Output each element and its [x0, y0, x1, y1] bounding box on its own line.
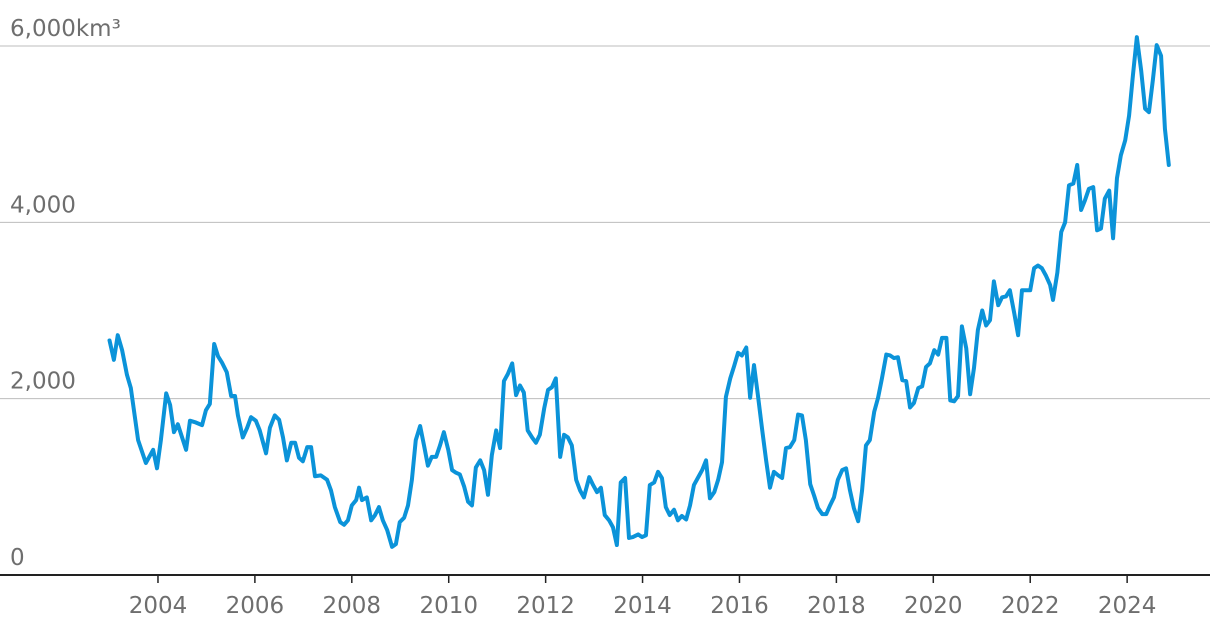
x-tick-label: 2008: [323, 593, 382, 619]
data-line: [107, 35, 1171, 549]
y-tick-label: 4,000: [10, 192, 76, 218]
x-tick-label: 2006: [226, 593, 285, 619]
y-tick-label: 6,000km³: [10, 16, 121, 42]
x-tick-label: 2014: [613, 593, 672, 619]
x-tick-label: 2018: [807, 593, 866, 619]
x-tick-label: 2024: [1098, 593, 1157, 619]
x-tick-label: 2004: [129, 593, 188, 619]
x-tick-label: 2020: [904, 593, 963, 619]
x-tick-label: 2022: [1001, 593, 1060, 619]
x-tick-label: 2016: [710, 593, 769, 619]
y-tick-label: 0: [10, 545, 25, 571]
x-tick-label: 2010: [419, 593, 478, 619]
y-tick-label: 2,000: [10, 369, 76, 395]
x-tick-label: 2012: [516, 593, 575, 619]
